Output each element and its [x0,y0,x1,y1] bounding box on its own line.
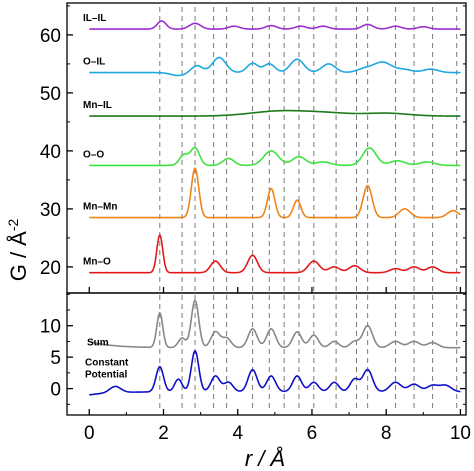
series-line [89,233,461,274]
series-label-line: Potential [85,370,127,381]
series-label: Mn–IL [83,100,112,111]
y-tick-label: 10 [40,317,61,338]
series-curves [89,20,461,396]
y-tick-label: 50 [40,84,61,105]
series-line [89,299,461,349]
x-tick-label: 8 [381,423,392,444]
series-labels: IL–IL O–IL Mn–IL O–O Mn–Mn Mn–O Sum Constant Pot… [83,13,129,381]
y-axis-title-main: G / Å [6,231,31,281]
series-label: Constant Potential [85,358,129,381]
x-tick-label: 10 [450,423,471,444]
y-tick-label: 5 [50,348,61,369]
y-tick-label: 30 [40,200,61,221]
x-tick-label: 2 [158,423,169,444]
series-line [89,146,461,167]
panel-frame [66,2,467,294]
axis-ticks: 20 30 40 50 60 0 5 10 0 2 4 6 8 10 [40,5,471,444]
x-tick-label: 6 [307,423,318,444]
series-label: Mn–O [83,257,111,268]
y-tick-label: 60 [40,26,61,47]
x-tick-label: 4 [232,423,243,444]
series-label: O–IL [83,57,105,68]
reference-lines [159,7,458,411]
y-tick-label: 20 [40,258,61,279]
series-label: IL–IL [83,13,106,24]
series-line [89,56,461,77]
x-tick-label: 0 [84,423,95,444]
series-line [89,20,461,30]
series-label: Mn–Mn [83,202,117,213]
y-tick-label: 40 [40,142,61,163]
y-axis-title: G / Å-2 [5,219,31,282]
series-line [89,167,461,219]
svg-text:G / Å-2: G / Å-2 [5,219,31,282]
series-line [89,109,461,117]
series-label: Sum [87,338,109,349]
x-axis-title: r / Å [245,446,285,471]
y-tick-label: 0 [50,380,61,401]
panel-frame [66,292,467,416]
y-axis-title-superscript: -2 [5,219,21,232]
series-label: O–O [83,149,104,160]
series-label-line: Constant [85,358,129,369]
series-line [89,349,461,396]
plot-frame [66,2,467,416]
